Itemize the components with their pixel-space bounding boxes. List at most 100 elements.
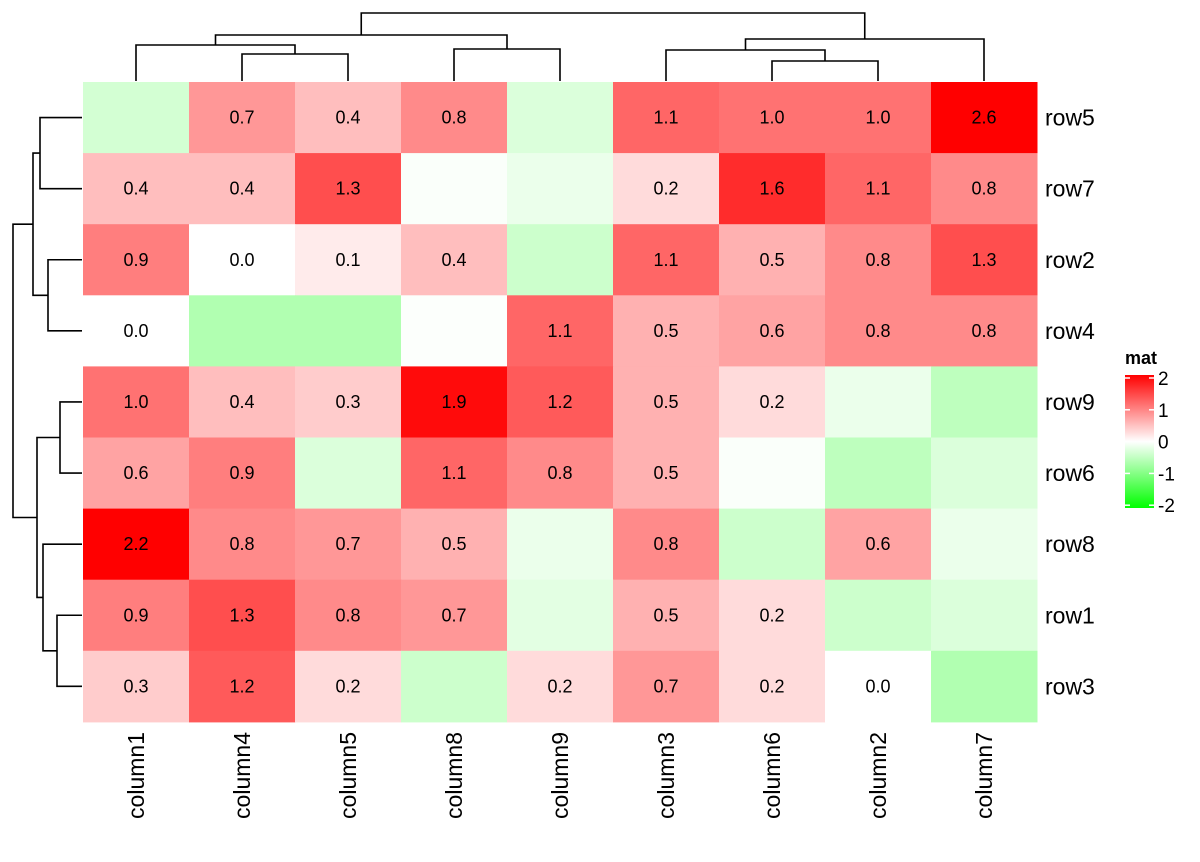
heatmap-cell (719, 295, 826, 367)
heatmap-cell (83, 153, 190, 225)
cell-value-label: 0.4 (123, 179, 148, 199)
heatmap-cell (931, 153, 1038, 225)
cell-value-label: 1.2 (229, 676, 254, 696)
cell-value-label: 1.3 (971, 250, 996, 270)
row-label: row3 (1045, 673, 1095, 699)
row-dendrogram (12, 116, 82, 688)
heatmap-cell (189, 153, 296, 225)
row-label: row9 (1045, 389, 1095, 415)
dendrogram-branch (241, 53, 349, 81)
cell-value-label: 0.7 (653, 676, 678, 696)
heatmap-cell (931, 82, 1038, 154)
legend-tick-label: 2 (1158, 369, 1169, 390)
cell-value-label: 0.5 (759, 250, 784, 270)
row-label: row5 (1045, 105, 1095, 131)
heatmap-cell (507, 224, 614, 296)
cell-value-label: 0.7 (229, 108, 254, 128)
cell-value-label: 1.3 (335, 179, 360, 199)
cell-value-label: 0.2 (653, 179, 678, 199)
heatmap-cell (719, 650, 826, 723)
heatmap-cell (613, 295, 720, 367)
heatmap-cell (507, 650, 614, 723)
cell-value-label: 1.1 (653, 108, 678, 128)
heatmap-cell (507, 153, 614, 225)
cell-value-label: 2.2 (123, 534, 148, 554)
heatmap-cell (507, 579, 614, 652)
heatmap-cell (825, 366, 932, 438)
dendrogram-branch (56, 614, 82, 688)
heatmap-cell (401, 153, 508, 225)
column-label: column1 (123, 732, 149, 819)
legend-ticks: 2 1 0 -1 -2 (1125, 369, 1175, 517)
cell-value-label: 0.5 (653, 392, 678, 412)
column-label: column5 (335, 732, 361, 819)
cell-value-label: 0.8 (229, 534, 254, 554)
row-label: row7 (1045, 176, 1095, 202)
heatmap-cell (83, 650, 190, 723)
heatmap-cell (401, 579, 508, 652)
heatmap-cell (825, 224, 932, 296)
cell-value-label: 0.8 (971, 179, 996, 199)
cell-value-label: 0.5 (653, 321, 678, 341)
cell-value-label: 1.0 (865, 108, 890, 128)
row-label: row2 (1045, 247, 1095, 273)
row-labels: row5 row7 row2 row4 row9 row6 row8 row1 row3 (1045, 105, 1095, 700)
heatmap-cell (825, 579, 932, 652)
heatmap-cell (401, 508, 508, 581)
cell-value-label: 1.1 (547, 321, 572, 341)
heatmap-cell (295, 650, 402, 723)
cell-value-label: 0.8 (441, 108, 466, 128)
dendrogram-branch (59, 401, 82, 474)
dendrogram-branch (214, 34, 508, 49)
cell-value-label: 0.2 (335, 676, 360, 696)
cell-value-label: 1.2 (547, 392, 572, 412)
cell-value-label: 1.3 (229, 605, 254, 625)
heatmap-cell (719, 224, 826, 296)
heatmap-cell (189, 224, 296, 296)
heatmap-cell (719, 153, 826, 225)
cell-value-label: 0.9 (123, 250, 148, 270)
heatmap-cell (401, 295, 508, 367)
cell-value-label: 0.9 (229, 463, 254, 483)
column-label: column9 (547, 732, 573, 819)
column-label: column6 (759, 732, 785, 819)
heatmap-cell (189, 366, 296, 438)
row-label: row6 (1045, 460, 1095, 486)
legend-tick-label: 0 (1158, 433, 1169, 454)
heatmap-cell (613, 82, 720, 154)
heatmap-cell (507, 366, 614, 438)
cell-value-label: 0.6 (865, 534, 890, 554)
cell-value-label: 0.8 (335, 605, 360, 625)
heatmap-cell (83, 437, 190, 510)
cell-value-label: 0.0 (865, 676, 890, 696)
column-label: column4 (229, 732, 255, 819)
cell-value-label: 0.4 (229, 392, 254, 412)
legend-tick-label: 1 (1158, 401, 1169, 422)
heatmap-cell (507, 295, 614, 367)
row-label: row4 (1045, 318, 1095, 344)
cell-value-label: 1.0 (123, 392, 148, 412)
cell-value-label: 0.9 (123, 605, 148, 625)
heatmap-cell (719, 366, 826, 438)
legend-tick-label: -1 (1158, 464, 1175, 485)
cell-value-label: 1.1 (865, 179, 890, 199)
heatmap-cell (401, 366, 508, 438)
heatmap-cell (295, 295, 402, 367)
cell-value-label: 0.3 (335, 392, 360, 412)
heatmap-cell (613, 224, 720, 296)
heatmap-cell (507, 82, 614, 154)
cell-value-label: 0.7 (335, 534, 360, 554)
heatmap-cell (613, 650, 720, 723)
row-label: row8 (1045, 531, 1095, 557)
heatmap-cell (825, 437, 932, 510)
heatmap-cell (189, 437, 296, 510)
heatmap-cell (507, 437, 614, 510)
heatmap-cell (83, 295, 190, 367)
heatmap-cell (401, 224, 508, 296)
dendrogram-branch (12, 223, 37, 519)
heatmap-cell (613, 579, 720, 652)
cell-value-label: 0.5 (441, 534, 466, 554)
heatmap-cell (83, 224, 190, 296)
cell-value-label: 0.8 (971, 321, 996, 341)
heatmap-cell (295, 437, 402, 510)
